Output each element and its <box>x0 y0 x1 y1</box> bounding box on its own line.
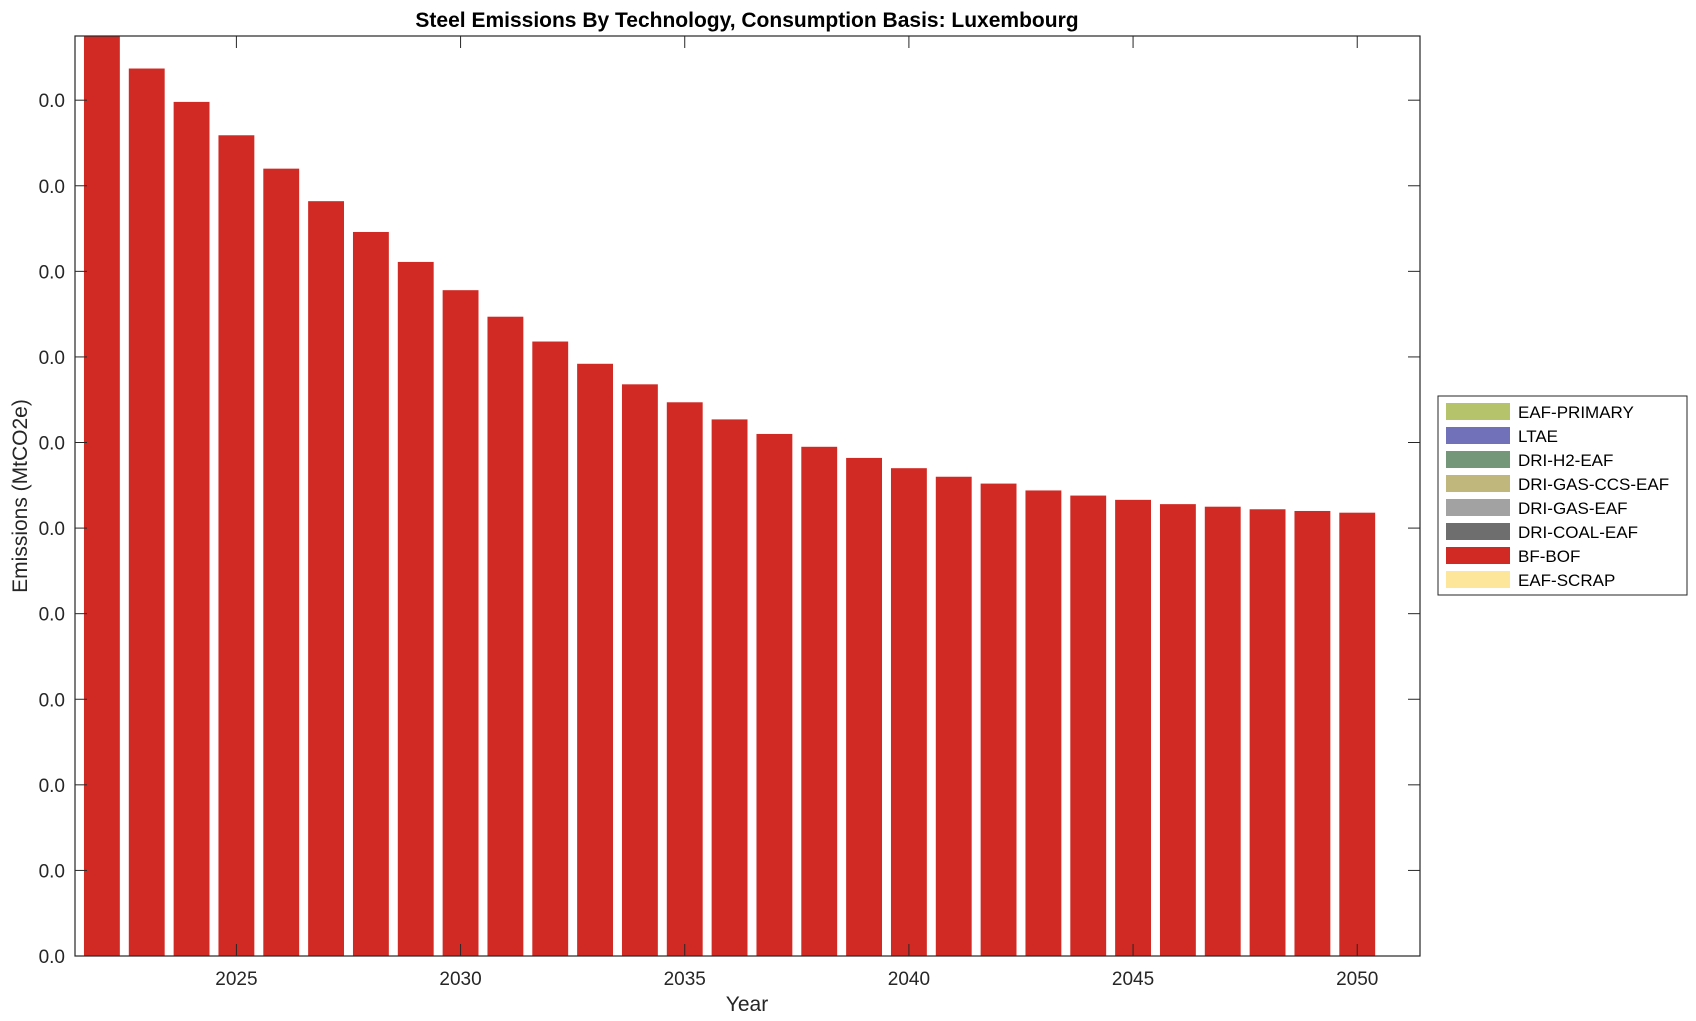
legend-label: EAF-PRIMARY <box>1518 403 1634 422</box>
bar <box>83 36 120 956</box>
bar <box>756 433 793 956</box>
x-axis-label: Year <box>726 993 768 1016</box>
x-tick-label: 2045 <box>1112 969 1154 990</box>
bar <box>487 316 524 957</box>
bar <box>1249 509 1286 956</box>
x-tick-label: 2025 <box>215 969 257 990</box>
y-tick-label: 0.0 <box>39 434 65 455</box>
bar <box>532 341 569 956</box>
legend-label: DRI-GAS-EAF <box>1518 499 1628 518</box>
x-tick-label: 2030 <box>439 969 481 990</box>
legend: EAF-PRIMARY LTAE DRI-H2-EAF DRI-GAS-CCS-EAF… <box>1437 395 1688 596</box>
bar <box>711 419 748 956</box>
bar <box>666 402 703 956</box>
bar <box>1070 495 1107 956</box>
legend-swatch <box>1446 403 1510 420</box>
bar <box>352 231 389 957</box>
bar <box>128 68 165 956</box>
bar <box>173 101 210 956</box>
y-axis-label: Emissions (MtCO2e) <box>9 399 32 593</box>
bar <box>935 476 972 956</box>
y-tick-label: 0.0 <box>39 776 65 797</box>
x-tick-label: 2035 <box>664 969 706 990</box>
bar <box>1115 499 1151 956</box>
legend-swatch <box>1446 427 1510 444</box>
bar <box>890 468 927 956</box>
bar <box>218 135 255 956</box>
legend-items: EAF-PRIMARY LTAE DRI-H2-EAF DRI-GAS-CCS-EAF… <box>1446 403 1669 590</box>
legend-label: DRI-COAL-EAF <box>1518 523 1638 542</box>
bars-layer <box>83 36 1376 957</box>
bar <box>1294 510 1331 956</box>
y-tick-label: 0.0 <box>39 177 65 198</box>
bar <box>442 290 479 956</box>
bar <box>621 384 658 956</box>
legend-label: DRI-H2-EAF <box>1518 451 1613 470</box>
legend-swatch <box>1446 499 1510 516</box>
legend-label: BF-BOF <box>1518 547 1580 566</box>
plot-frame <box>74 35 1421 957</box>
bar <box>1159 504 1196 956</box>
y-tick-label: 0.0 <box>39 947 65 968</box>
bar <box>577 363 613 956</box>
y-tick-label: 0.0 <box>39 861 65 882</box>
legend-swatch <box>1446 523 1510 540</box>
legend-swatch <box>1446 451 1510 468</box>
y-tick-label: 0.0 <box>39 91 65 112</box>
x-tick-label: 2050 <box>1336 969 1378 990</box>
bar <box>1339 512 1376 956</box>
legend-swatch <box>1446 571 1510 588</box>
y-tick-label: 0.0 <box>39 605 65 626</box>
bar <box>397 261 434 956</box>
bar <box>846 457 882 956</box>
legend-label: DRI-GAS-CCS-EAF <box>1518 475 1669 494</box>
y-tick-label: 0.0 <box>39 348 65 369</box>
legend-label: EAF-SCRAP <box>1518 571 1615 590</box>
y-tick-label: 0.0 <box>39 690 65 711</box>
chart-title: Steel Emissions By Technology, Consumpti… <box>415 9 1078 32</box>
bar <box>263 168 300 956</box>
bar <box>980 483 1017 956</box>
legend-swatch <box>1446 475 1510 492</box>
y-tick-label: 0.0 <box>39 262 65 283</box>
legend-swatch <box>1446 547 1510 564</box>
bar <box>801 446 838 956</box>
y-tick-label: 0.0 <box>39 519 65 540</box>
bar <box>1204 506 1241 956</box>
ticks-layer: 2025 2030 2035 2040 2045 2050 0.0 0.0 0.0 0.0 0.0 0… <box>39 36 1420 990</box>
bar <box>1025 490 1062 956</box>
bar <box>308 201 344 957</box>
x-tick-label: 2040 <box>888 969 930 990</box>
legend-label: LTAE <box>1518 427 1558 446</box>
